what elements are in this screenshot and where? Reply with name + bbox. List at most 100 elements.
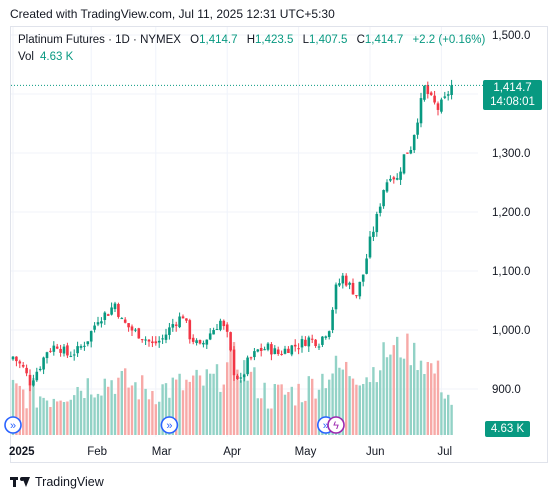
candle-body <box>341 275 345 284</box>
candle-body <box>89 331 93 342</box>
volume-bar <box>365 377 368 435</box>
candle-body <box>76 346 79 354</box>
y-tick-label: 1,300.0 <box>492 148 530 160</box>
volume-bar <box>246 380 249 435</box>
volume-bar <box>450 404 453 435</box>
candle-body <box>123 319 127 323</box>
candle-body <box>171 324 175 328</box>
volume-bar <box>362 383 365 435</box>
candle-body <box>117 304 120 317</box>
candle-body <box>317 346 321 348</box>
volume-bar <box>158 401 161 435</box>
symbol-label[interactable]: Platinum Futures · 1D · NYMEX <box>18 34 181 46</box>
candle-body <box>375 213 379 233</box>
volume-bar <box>436 360 440 435</box>
candle-body <box>446 94 450 96</box>
volume-bar <box>321 373 324 435</box>
volume-bar <box>151 391 154 435</box>
volume-bar <box>348 376 351 435</box>
volume-bar <box>430 363 433 435</box>
volume-bar <box>440 392 443 435</box>
candle-body <box>429 92 433 95</box>
candle-body <box>450 85 453 95</box>
volume-bar <box>389 354 392 435</box>
session-event-icon-glyph: » <box>166 420 172 432</box>
volume-bar <box>83 397 86 435</box>
candle-body <box>134 329 137 331</box>
volume-bar <box>260 398 263 435</box>
candle-body <box>195 340 198 344</box>
candle-body <box>69 355 73 357</box>
candle-body <box>15 356 18 362</box>
volume-bar <box>73 395 76 435</box>
candle-body <box>11 356 15 360</box>
volume-bar <box>304 400 307 435</box>
candle-body <box>55 346 59 349</box>
volume-bar <box>351 378 355 435</box>
candle-body <box>402 154 406 174</box>
candle-body <box>351 282 355 295</box>
lightning-event-icon <box>327 416 345 434</box>
volume-bar <box>311 378 314 435</box>
candle-body <box>293 344 297 347</box>
volume-bar <box>338 367 341 435</box>
volume-bar <box>385 357 389 435</box>
candle-body <box>361 274 365 282</box>
volume-bar <box>317 389 321 435</box>
session-event-icon <box>4 416 22 434</box>
volume-bar <box>137 399 140 435</box>
candle-body <box>100 321 103 324</box>
volume-bar <box>379 370 382 435</box>
candle-body <box>300 339 304 348</box>
volume-bar <box>113 393 117 435</box>
volume-bar <box>280 384 283 435</box>
candle-body <box>185 318 188 321</box>
candle-body <box>389 178 392 181</box>
candle-body <box>110 307 113 315</box>
volume-bar <box>144 388 147 435</box>
last-price-value: 1,414.7 <box>493 82 532 94</box>
candle-body <box>290 345 294 355</box>
candle-body <box>331 309 334 331</box>
candle-body <box>62 346 66 354</box>
candle-body <box>436 103 440 110</box>
candle-body <box>52 345 56 352</box>
x-tick-label: Mar <box>152 446 172 458</box>
chart-legend: Platinum Futures · 1D · NYMEX O1,414.7 H… <box>18 34 485 46</box>
volume-bar <box>11 379 15 435</box>
volume-bar <box>263 382 266 435</box>
x-tick-label: Jun <box>366 446 385 458</box>
candle-body <box>236 375 239 379</box>
high-label: H <box>246 34 256 46</box>
candle-body <box>253 351 256 358</box>
volume-bar <box>42 397 45 435</box>
volume-bar <box>161 384 164 435</box>
volume-bar <box>171 377 174 435</box>
volume-bar <box>341 369 344 435</box>
volume-bar <box>368 382 372 435</box>
volume-bar <box>209 373 212 435</box>
candle-body <box>440 99 443 112</box>
candle-body <box>297 348 300 350</box>
candle-body <box>66 345 69 356</box>
candle-body <box>266 343 270 350</box>
candle-body <box>181 316 185 319</box>
volume-bar <box>219 391 222 435</box>
candle-body <box>321 336 324 345</box>
volume-bar <box>28 384 32 435</box>
volume-bar <box>419 360 423 435</box>
close-value: 1,414.7 <box>364 34 404 46</box>
volume-bar <box>103 378 106 435</box>
candle-body <box>368 236 372 258</box>
candle-body <box>191 337 195 342</box>
candle-body <box>378 206 382 213</box>
candle-body <box>280 353 283 355</box>
volume-bar <box>110 380 113 435</box>
candle-body <box>406 152 409 154</box>
candle-body <box>276 349 280 354</box>
volume-bar <box>35 407 38 435</box>
volume-bar <box>181 390 185 435</box>
candle-body <box>348 282 351 285</box>
candle-body <box>242 374 246 378</box>
